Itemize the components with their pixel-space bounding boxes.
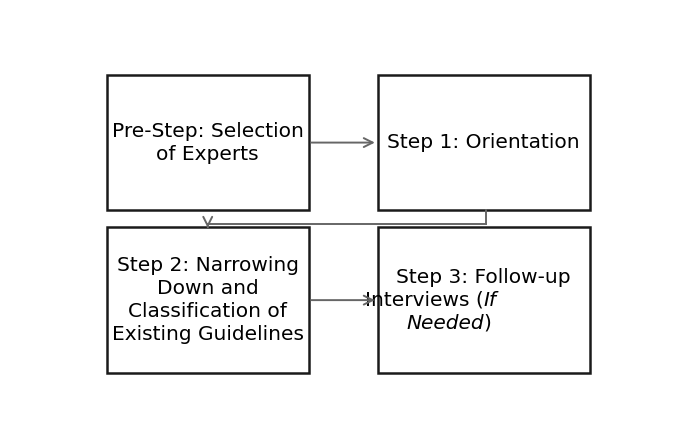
Bar [377, 227, 590, 373]
Bar [107, 227, 308, 373]
Text: Down and: Down and [157, 279, 259, 298]
Bar [377, 75, 590, 210]
Text: Needed: Needed [406, 314, 484, 333]
Bar [107, 75, 308, 210]
Text: Existing Guidelines: Existing Guidelines [112, 325, 303, 344]
Text: of Experts: of Experts [156, 145, 259, 164]
Text: ): ) [484, 314, 492, 333]
Text: Interviews (: Interviews ( [365, 291, 484, 310]
Text: Step 2: Narrowing: Step 2: Narrowing [116, 256, 299, 275]
Text: If: If [484, 291, 497, 310]
Text: Step 1: Orientation: Step 1: Orientation [388, 133, 580, 152]
Text: Pre-Step: Selection: Pre-Step: Selection [112, 121, 303, 140]
Text: Classification of: Classification of [128, 302, 287, 321]
Text: Step 3: Follow-up: Step 3: Follow-up [397, 268, 571, 286]
